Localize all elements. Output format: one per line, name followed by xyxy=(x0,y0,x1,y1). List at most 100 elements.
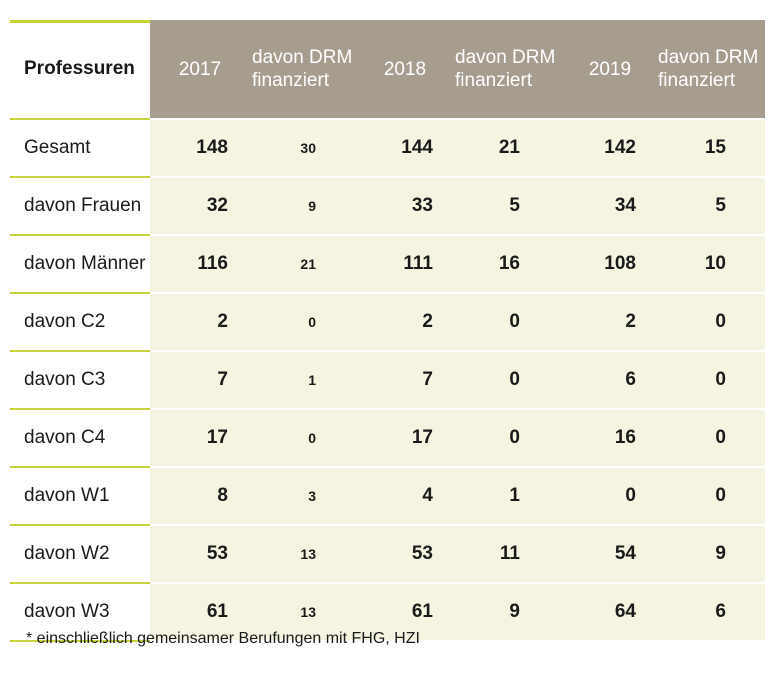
row-band xyxy=(150,352,765,408)
header-col-2017: 2017 xyxy=(178,58,222,80)
table-row: davon Frauen 32 9 33 5 34 5 xyxy=(10,178,765,234)
header-accent-line xyxy=(10,20,150,23)
table-cell: 0 xyxy=(509,311,520,332)
row-band xyxy=(150,410,765,466)
row-band xyxy=(150,584,765,640)
row-separator xyxy=(10,524,150,526)
table-cell: 0 xyxy=(509,427,520,448)
row-separator xyxy=(10,176,150,178)
table-cell: 5 xyxy=(509,195,520,216)
header-col-2019: 2019 xyxy=(588,58,632,80)
table-cell: 15 xyxy=(704,137,726,158)
row-separator xyxy=(10,350,150,352)
row-separator xyxy=(10,640,150,642)
table-cell: 108 xyxy=(604,253,636,274)
table-cell: 6 xyxy=(715,601,726,622)
table-row: davon C3 7 1 7 0 6 0 xyxy=(10,352,765,408)
row-label: davon Frauen xyxy=(24,195,142,216)
row-label: davon C3 xyxy=(24,369,106,390)
table-cell: 34 xyxy=(614,195,636,216)
table-cell: 2 xyxy=(625,311,636,332)
table-cell: 5 xyxy=(715,195,726,216)
row-label: Gesamt xyxy=(24,137,91,158)
table-cell: 3 xyxy=(308,488,316,504)
table-cell: 21 xyxy=(300,256,316,272)
table-cell: 30 xyxy=(300,140,316,156)
table-row: davon C2 2 0 2 0 2 0 xyxy=(10,294,765,350)
table-cell: 142 xyxy=(604,137,636,158)
table-cell: 32 xyxy=(206,195,228,216)
table-cell: 0 xyxy=(509,369,520,390)
row-separator xyxy=(10,118,150,120)
row-separator xyxy=(10,466,150,468)
table-cell: 1 xyxy=(308,372,316,388)
table-cell: 64 xyxy=(614,601,636,622)
table-cell: 33 xyxy=(411,195,433,216)
table-cell: 9 xyxy=(509,601,520,622)
row-band xyxy=(150,294,765,350)
row-band xyxy=(150,236,765,292)
table-cell: 0 xyxy=(625,485,636,506)
header-col-2018: 2018 xyxy=(383,58,427,80)
table-cell: 9 xyxy=(308,198,316,214)
table-cell: 148 xyxy=(196,137,228,158)
row-separator xyxy=(10,234,150,236)
table-cell: 6 xyxy=(625,369,636,390)
table-cell: 0 xyxy=(715,369,726,390)
table-cell: 2 xyxy=(217,311,228,332)
table-cell: 8 xyxy=(217,485,228,506)
table-cell: 144 xyxy=(401,137,433,158)
table-row: Gesamt 148 30 144 21 142 15 xyxy=(10,120,765,176)
table-cell: 0 xyxy=(308,314,316,330)
table-cell: 21 xyxy=(498,137,520,158)
table-cell: 16 xyxy=(498,253,520,274)
table-cell: 13 xyxy=(300,604,316,620)
table-cell: 11 xyxy=(499,543,520,564)
row-label: davon C4 xyxy=(24,427,106,448)
table-row: davon W1 8 3 4 1 0 0 xyxy=(10,468,765,524)
header-col-drm-2018: davon DRM finanziert xyxy=(455,47,556,91)
table-row: davon W2 53 13 53 11 54 9 xyxy=(10,526,765,582)
table-row: davon W3 61 13 61 9 64 6 xyxy=(10,584,765,640)
row-separator xyxy=(10,292,150,294)
table-row: davon C4 17 0 17 0 16 0 xyxy=(10,410,765,466)
table-cell: 4 xyxy=(422,485,433,506)
row-label: davon W2 xyxy=(24,543,110,564)
table-cell: 0 xyxy=(308,430,316,446)
table-cell: 116 xyxy=(197,253,228,274)
table-cell: 53 xyxy=(206,543,228,564)
table-header: Professuren 2017 davon DRM finanziert 20… xyxy=(10,20,765,118)
table-cell: 0 xyxy=(715,485,726,506)
footnote: * einschließlich gemeinsamer Berufungen … xyxy=(26,630,420,647)
table-cell: 54 xyxy=(614,543,636,564)
table-row: davon Männer 116 21 111 16 108 10 xyxy=(10,236,765,292)
header-col-drm-2017: davon DRM finanziert xyxy=(252,47,353,91)
row-band xyxy=(150,526,765,582)
table-cell: 7 xyxy=(422,369,433,390)
row-label: davon Männer xyxy=(24,253,146,274)
table-cell: 17 xyxy=(411,427,433,448)
table-cell: 10 xyxy=(704,253,726,274)
table-cell: 9 xyxy=(715,543,726,564)
table-cell: 17 xyxy=(206,427,228,448)
row-separator xyxy=(10,408,150,410)
header-label: Professuren xyxy=(24,58,135,79)
table-cell: 7 xyxy=(217,369,228,390)
table-cell: 61 xyxy=(411,601,433,622)
header-col-drm-2019: davon DRM finanziert xyxy=(658,47,759,91)
table-cell: 111 xyxy=(403,253,433,274)
row-label: davon W3 xyxy=(24,601,110,622)
table-cell: 0 xyxy=(715,427,726,448)
row-band xyxy=(150,120,765,176)
table-cell: 2 xyxy=(422,311,433,332)
table-cell: 13 xyxy=(300,546,316,562)
header-band xyxy=(150,20,765,118)
table-cell: 0 xyxy=(715,311,726,332)
row-band xyxy=(150,468,765,524)
row-label: davon W1 xyxy=(24,485,110,506)
row-separator xyxy=(10,582,150,584)
table-cell: 61 xyxy=(206,601,228,622)
table-cell: 53 xyxy=(411,543,433,564)
row-band xyxy=(150,178,765,234)
row-label: davon C2 xyxy=(24,311,106,332)
